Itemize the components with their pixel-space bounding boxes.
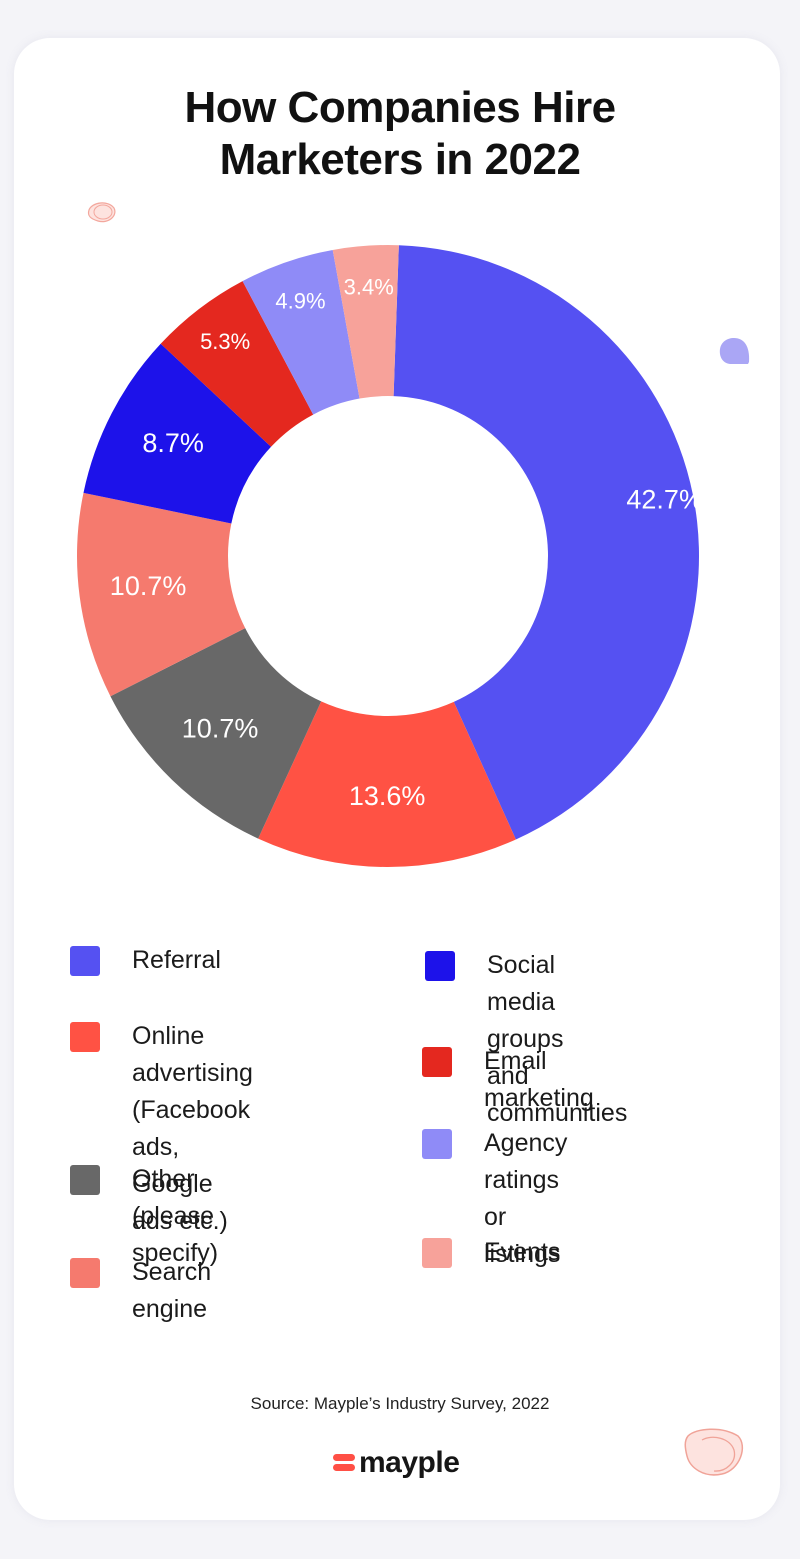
slice-search-engine xyxy=(77,492,246,697)
chart-title: How Companies Hire Marketers in 2022 xyxy=(0,82,800,186)
donut-chart: 42.7% 13.6% 10.7% 10.7% 8.7% 5.3% 4.9% 3.4% xyxy=(77,244,703,867)
slice-label: 13.6% xyxy=(349,781,426,811)
slice-other-please-specify xyxy=(110,628,322,839)
legend-label: Events xyxy=(484,1238,561,1266)
legend-swatch xyxy=(422,1047,452,1077)
legend-label: Email marketing xyxy=(484,1047,594,1112)
legend-swatch xyxy=(70,1022,100,1052)
slice-label: 3.4% xyxy=(344,275,394,300)
legend-label: Agency ratings or listings xyxy=(484,1129,568,1268)
slice-label: 4.9% xyxy=(275,289,325,314)
title-line-1: How Companies Hire xyxy=(184,83,616,132)
slice-events xyxy=(332,244,399,399)
slice-label: 10.7% xyxy=(110,571,187,601)
slice-referral xyxy=(393,245,700,840)
logo-text: mayple xyxy=(359,1446,460,1479)
legend-swatch xyxy=(422,1238,452,1268)
legend-item-agency-ratings: Agency ratings or listings xyxy=(422,1125,567,1273)
logo-bar-bottom xyxy=(333,1464,355,1471)
legend-label: Search engine xyxy=(132,1258,212,1323)
legend-item-search-engine: Search engine xyxy=(70,1254,211,1328)
logo-mark-icon xyxy=(333,1453,355,1473)
legend-swatch xyxy=(70,946,100,976)
legend-item-social-media: Social media groups and communities xyxy=(425,947,627,1132)
decorative-blob-bottom-right xyxy=(682,1426,748,1483)
slice-social-media-groups-and-communities xyxy=(83,343,272,524)
legend-item-email-marketing: Email marketing xyxy=(422,1043,594,1117)
decorative-blob-top-left xyxy=(86,200,118,229)
slice-email-marketing xyxy=(160,281,314,447)
legend-item-events: Events xyxy=(422,1234,560,1271)
slice-label: 5.3% xyxy=(200,329,250,354)
legend-swatch xyxy=(70,1258,100,1288)
logo-bar-top xyxy=(333,1454,355,1461)
source-note: Source: Mayple’s Industry Survey, 2022 xyxy=(250,1394,550,1413)
legend-item-online-advertising: Online advertising (Facebook ads, Google… xyxy=(70,1018,253,1240)
title-line-2: Marketers in 2022 xyxy=(219,135,581,184)
slice-label: 8.7% xyxy=(142,428,204,458)
legend-item-other: Other (please specify) xyxy=(70,1161,218,1272)
slice-label: 42.7% xyxy=(626,485,703,515)
legend-swatch xyxy=(422,1129,452,1159)
slice-online-advertising-facebook-ads-google-ads-etc xyxy=(258,701,516,867)
slice-label: 10.7% xyxy=(182,713,259,743)
decorative-blob-right xyxy=(718,336,752,371)
legend-swatch xyxy=(70,1165,100,1195)
legend-swatch xyxy=(425,951,455,981)
legend-item-referral: Referral xyxy=(70,942,221,979)
legend-label: Other (please specify) xyxy=(132,1165,219,1267)
legend-label: Social media groups and communities xyxy=(487,951,628,1127)
legend-label: Referral xyxy=(132,946,221,974)
legend-label: Online advertising (Facebook ads, Google… xyxy=(132,1022,253,1235)
slice-agency-ratings-or-listings xyxy=(242,249,360,415)
mayple-logo: mayple xyxy=(333,1446,460,1480)
